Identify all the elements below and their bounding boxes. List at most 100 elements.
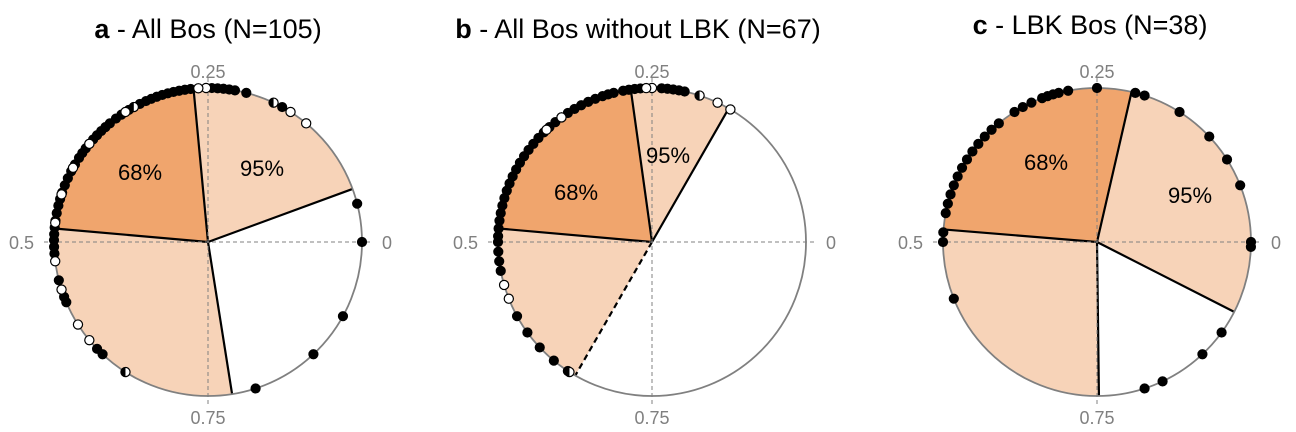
panel-a-point-white-11 — [285, 106, 296, 118]
panel-c-axis-label-1: 0.25 — [1079, 62, 1114, 82]
panel-b-sector-0 — [498, 89, 652, 242]
panel-b-point-white-2 — [556, 112, 567, 123]
panel-b-axis-label-3: 0.75 — [634, 408, 669, 428]
panel-c-point-black-35 — [1130, 87, 1141, 98]
panel-a-point-white-10 — [84, 334, 95, 346]
panel-a-point-half-1 — [120, 366, 131, 378]
panel-a-point-white-8 — [56, 284, 67, 295]
panel-a-axis-label-3: 0.75 — [190, 408, 225, 428]
panel-c-sector-1 — [1097, 91, 1252, 312]
panel-c-point-black-15 — [956, 162, 968, 173]
panel-a-point-black-49 — [352, 198, 363, 209]
panel-b-sector-2 — [498, 228, 652, 376]
panel-a-title: a - All Bos (N=105) — [94, 14, 321, 44]
panel-b-title: b - All Bos without LBK (N=67) — [455, 14, 820, 44]
panel-b-point-black-32 — [493, 246, 504, 257]
panel-a-point-white-12 — [300, 118, 312, 129]
panel-c-sector-0 — [943, 87, 1132, 242]
panel-c-point-black-17 — [948, 180, 959, 191]
panel-c-point-black-5 — [1037, 93, 1048, 104]
panel-a-sector-boundary-1 — [54, 227, 209, 244]
panel-a-sector-boundary-3 — [206, 241, 234, 395]
panel-b-point-black-34 — [495, 265, 506, 276]
panel-b-point-half-1 — [694, 90, 705, 101]
panel-b-axis-label-2: 0.5 — [453, 233, 478, 253]
panel-c-point-black-8 — [1009, 106, 1020, 118]
panel-b-point-white-6 — [712, 97, 723, 108]
panel-c-point-black-21 — [938, 227, 949, 238]
panel-c-sector-label-0: 68% — [1024, 150, 1068, 175]
panel-b-sector-1 — [630, 88, 729, 242]
panel-b-sector-boundary-1 — [498, 227, 653, 244]
panel-a-letter: a — [94, 14, 110, 44]
panel-b-point-half-0 — [564, 366, 575, 378]
panel-b-sector-label-0: 68% — [554, 180, 598, 205]
panel-c-sector-2 — [942, 229, 1099, 397]
panel-c-point-black-18 — [945, 189, 956, 200]
panel-b-point-black-36 — [522, 327, 533, 338]
panel-a-sector-boundary-2 — [207, 187, 353, 244]
panel-c-point-black-19 — [942, 198, 953, 209]
panel-a-point-black-53 — [250, 383, 261, 394]
panel-c-point-black-22 — [937, 236, 949, 248]
panel-b-point-white-5 — [503, 293, 515, 304]
panel-a-point-black-50 — [356, 236, 368, 248]
panel-a-point-white-9 — [72, 319, 84, 330]
panel-c-point-black-10 — [986, 124, 997, 135]
panel-a-sector-label-0: 68% — [118, 160, 162, 185]
panel-a-point-white-7 — [50, 256, 61, 267]
panel-c-letter: c — [973, 10, 988, 40]
panel-c-point-black-13 — [967, 146, 978, 157]
panel-a-sector-boundary-0 — [192, 88, 210, 243]
panel-a-point-half-2 — [268, 97, 279, 108]
panel-b-sector-boundary-0 — [629, 89, 654, 243]
panel-a-point-black-46 — [229, 85, 241, 96]
panel-c-point-black-29 — [1245, 236, 1257, 248]
panel-a: 0 0.25 0.5 0.75 68% 95% a - All Bos (N=105) — [9, 14, 392, 428]
panel-a-axis-label-2: 0.5 — [9, 233, 34, 253]
panel-a-point-white-6 — [50, 217, 61, 228]
panel-c-title: c - LBK Bos (N=38) — [973, 10, 1208, 40]
panel-b-sector-label-1: 95% — [646, 143, 690, 168]
panel-c: 0 0.25 0.5 0.75 68% 95% c - LBK Bos (N=38) — [898, 10, 1281, 428]
panel-c-point-black-30 — [1235, 180, 1246, 191]
panel-a-point-black-48 — [277, 101, 288, 113]
panel-b-point-black-37 — [534, 342, 545, 353]
panel-b-sector-boundary-3 — [574, 241, 653, 377]
panel-b-axis-label-1: 0.25 — [634, 62, 669, 82]
panel-a-point-black-51 — [337, 311, 349, 322]
panel-b-point-white-3 — [541, 124, 552, 135]
panel-a-point-half-0 — [128, 101, 140, 113]
panel-b-point-white-1 — [641, 82, 652, 94]
panel-c-point-black-16 — [952, 171, 963, 182]
panel-c-title-text: - LBK Bos (N=38) — [988, 10, 1208, 40]
panel-a-point-white-1 — [193, 83, 204, 94]
panel-b-title-text: - All Bos without LBK (N=67) — [472, 14, 821, 44]
panel-b-point-white-4 — [498, 279, 510, 291]
panel-a-point-white-3 — [84, 138, 95, 150]
panel-a-point-black-47 — [241, 87, 252, 98]
panel-c-sector-boundary-1 — [943, 228, 1098, 244]
panel-c-point-black-26 — [1197, 349, 1208, 360]
panel-a-axis-label-0: 0 — [382, 233, 392, 253]
panel-c-point-black-14 — [961, 154, 973, 165]
panel-c-axis-label-3: 0.75 — [1079, 408, 1114, 428]
panel-c-point-black-24 — [1139, 383, 1150, 394]
panel-a-sector-label-1: 95% — [240, 156, 284, 181]
panel-b-letter: b — [455, 14, 472, 44]
panel-a-title-text: - All Bos (N=105) — [109, 14, 321, 44]
panel-c-point-black-33 — [1174, 106, 1185, 118]
panel-a-point-black-52 — [308, 349, 319, 360]
panel-b-sector-boundary-2 — [651, 107, 730, 243]
panel-c-point-black-34 — [1139, 90, 1150, 101]
panel-a-sector-2 — [54, 228, 233, 396]
panel-a-point-black-41 — [97, 349, 108, 360]
panel-c-sector-boundary-0 — [1095, 91, 1133, 243]
panel-a-point-white-2 — [120, 106, 131, 118]
panel-b-point-black-38 — [548, 355, 559, 366]
panel-c-point-black-1 — [1063, 85, 1074, 96]
panel-b-point-black-31 — [492, 236, 504, 248]
panel-b: 0 0.25 0.5 0.75 68% 95% b - All Bos without LB… — [453, 14, 836, 428]
panel-c-point-black-0 — [1091, 82, 1103, 94]
panel-c-sector-label-1: 95% — [1168, 183, 1212, 208]
